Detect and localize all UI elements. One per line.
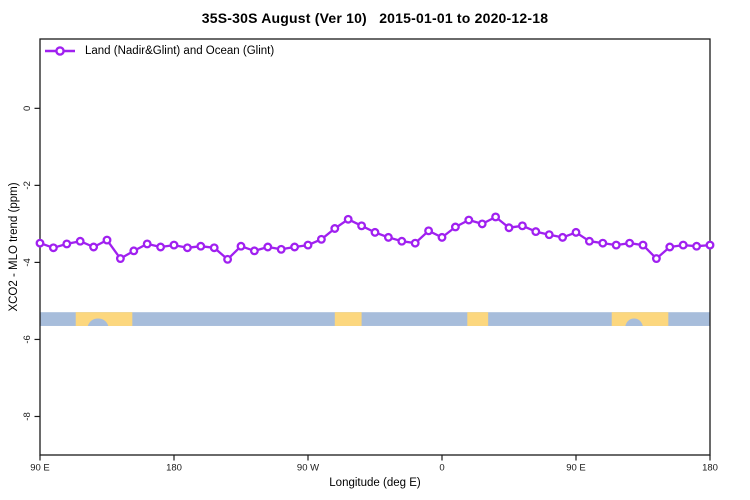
series-point xyxy=(544,230,554,240)
map-strip xyxy=(40,312,710,326)
series-point xyxy=(598,238,608,248)
series-point xyxy=(223,254,233,264)
series-point xyxy=(450,222,460,232)
series-point xyxy=(156,242,166,252)
map-strip-ocean xyxy=(40,312,710,326)
series-point xyxy=(89,242,99,252)
y-tick-label: -8 xyxy=(22,412,33,420)
series-point xyxy=(424,226,434,236)
series-point xyxy=(263,242,273,252)
series-point xyxy=(142,239,152,249)
series-point xyxy=(464,215,474,225)
map-strip-bay-notch xyxy=(625,318,643,326)
series-point xyxy=(651,254,661,264)
series-point xyxy=(517,221,527,231)
map-strip-land xyxy=(467,312,489,326)
y-axis-title: XCO2 - MLO trend (ppm) xyxy=(8,182,20,312)
series-point xyxy=(75,236,85,246)
series-point xyxy=(290,242,300,252)
map-strip-bay-notch xyxy=(87,318,109,326)
x-tick-label: 180 xyxy=(702,463,718,474)
series-point xyxy=(129,246,139,256)
series-point xyxy=(477,219,487,229)
series-point xyxy=(196,241,206,251)
series-point xyxy=(330,224,340,233)
series-point xyxy=(370,227,380,237)
legend-label: Land (Nadir&Glint) and Ocean (Glint) xyxy=(85,45,275,57)
series-point xyxy=(357,221,367,231)
series-point xyxy=(383,232,393,242)
series-point xyxy=(678,240,688,250)
series-point xyxy=(571,227,581,237)
series-point xyxy=(531,227,541,237)
x-tick-label: 90 W xyxy=(297,463,319,474)
y-tick-label: -4 xyxy=(22,258,33,266)
series-point xyxy=(236,241,246,251)
legend-series-sample-icon xyxy=(45,46,75,56)
series-line xyxy=(38,215,712,261)
series-point xyxy=(276,244,286,254)
legend: Land (Nadir&Glint) and Ocean (Glint) xyxy=(44,45,274,57)
series-point xyxy=(343,214,353,224)
series-point xyxy=(625,238,635,248)
series-point xyxy=(504,223,514,233)
series-point xyxy=(638,240,648,250)
series-point xyxy=(665,242,675,252)
series-point xyxy=(102,235,112,245)
series-point xyxy=(115,254,125,264)
series-point xyxy=(169,240,179,250)
series-point xyxy=(611,240,621,250)
y-tick-label: 0 xyxy=(22,106,33,111)
y-tick-label: -2 xyxy=(22,181,33,189)
series-point xyxy=(558,232,568,242)
map-strip-land xyxy=(334,312,362,326)
series-point xyxy=(249,246,259,256)
y-tick-label: -6 xyxy=(22,335,33,343)
series-point xyxy=(35,238,45,248)
series-point xyxy=(209,243,219,253)
series-point xyxy=(316,234,326,244)
series-point xyxy=(491,212,501,222)
series-point xyxy=(584,236,594,246)
series-point xyxy=(705,240,715,250)
series-point xyxy=(182,243,192,253)
series-point xyxy=(303,240,313,250)
x-tick-label: 0 xyxy=(439,463,444,474)
series-point xyxy=(48,243,58,253)
chart-title: 35S-30S August (Ver 10) 2015-01-01 to 20… xyxy=(201,10,549,26)
map-strip-land xyxy=(611,312,669,326)
series-point xyxy=(62,239,72,249)
series-point xyxy=(410,238,420,248)
x-tick-label: 90 E xyxy=(566,463,586,474)
series-point xyxy=(692,241,702,251)
series-point xyxy=(397,236,407,246)
x-tick-label: 90 E xyxy=(30,463,50,474)
x-axis-title: Longitude (deg E) xyxy=(329,477,421,489)
series-point xyxy=(437,232,447,242)
x-tick-label: 180 xyxy=(166,463,182,474)
